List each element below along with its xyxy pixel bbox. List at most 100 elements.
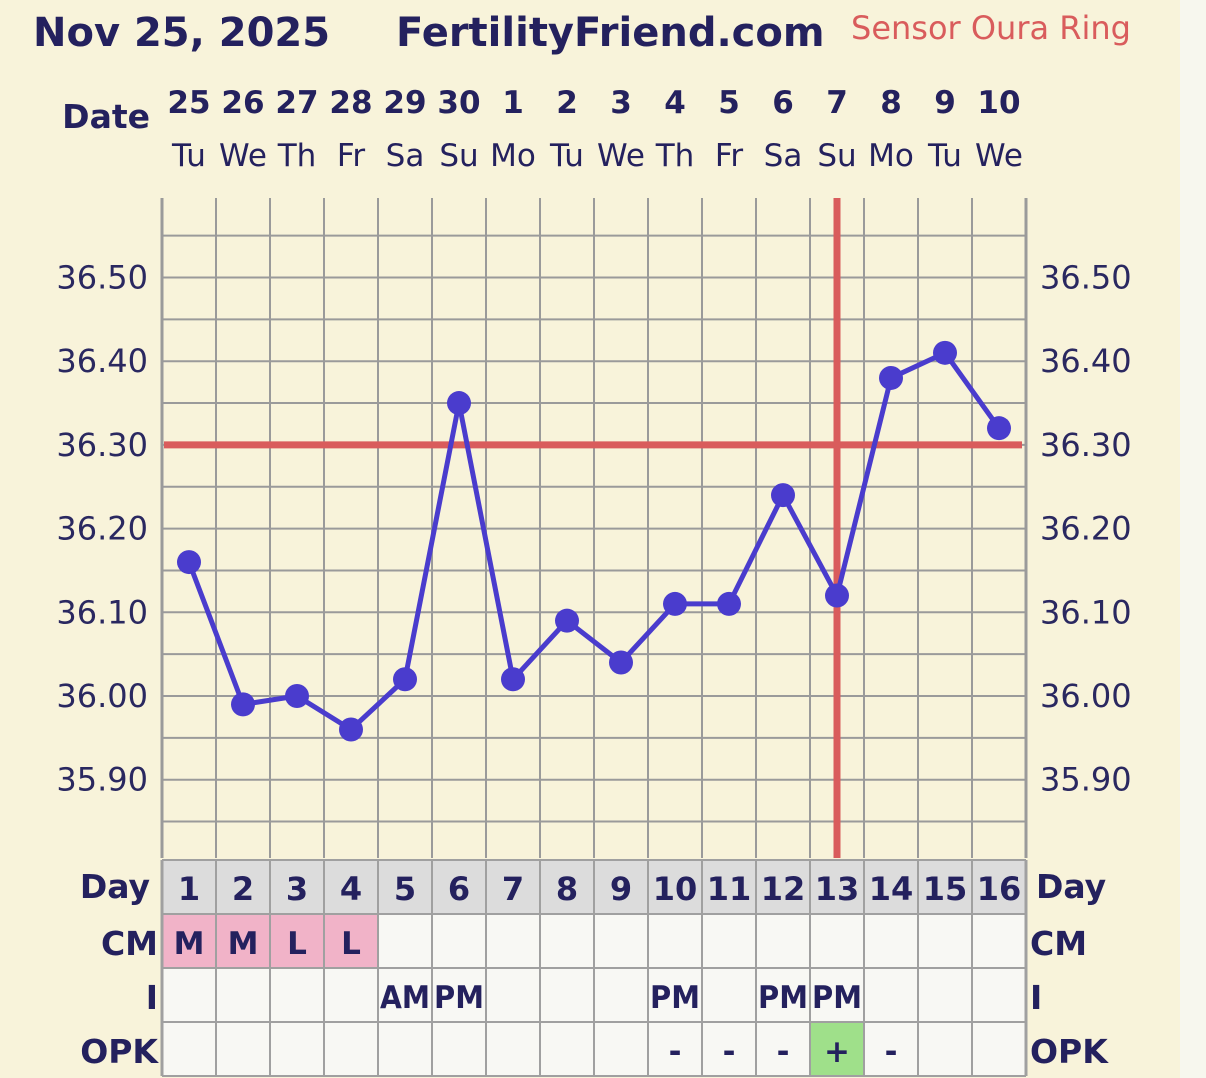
temperature-point [393, 667, 417, 692]
date-number: 29 [383, 85, 426, 121]
date-number: 2 [556, 85, 578, 121]
cm-value: M [228, 926, 259, 962]
date-number: 26 [221, 85, 264, 121]
cm-row-label-right: CM [1030, 924, 1087, 963]
intercourse-value: PM [650, 980, 700, 1016]
y-tick-label-right: 35.90 [1040, 761, 1132, 799]
date-number: 4 [664, 85, 686, 121]
cm-row-label-left: CM [101, 924, 158, 963]
temperature-point [447, 391, 471, 416]
y-tick-label-right: 36.50 [1040, 259, 1132, 297]
cycle-day-number: 9 [610, 870, 632, 908]
fertility-chart: Nov 25, 2025 FertilityFriend.com Sensor … [0, 0, 1180, 1078]
intercourse-value: PM [434, 980, 484, 1016]
cm-cell-fill [162, 914, 216, 968]
cycle-table [160, 859, 1028, 1077]
weekday-label: Tu [927, 138, 962, 174]
weekday-label: Fr [337, 138, 366, 174]
temperature-point [339, 717, 363, 742]
opk-positive-fill [810, 1022, 864, 1076]
intercourse-row-label-left: I [146, 978, 158, 1017]
day-row-label-right: Day [1036, 867, 1106, 906]
date-number: 30 [437, 85, 480, 121]
intercourse-value: PM [758, 980, 808, 1016]
opk-value: - [777, 1034, 790, 1070]
temperature-point [555, 608, 579, 633]
weekday-label: Sa [764, 138, 803, 174]
opk-row-label-right: OPK [1030, 1032, 1109, 1071]
cycle-day-number: 2 [232, 870, 254, 908]
y-tick-label-left: 36.20 [56, 510, 148, 548]
y-tick-label-right: 36.20 [1040, 510, 1132, 548]
chart-date: Nov 25, 2025 [33, 10, 330, 56]
cycle-day-number: 14 [869, 870, 914, 908]
temperature-point [663, 591, 687, 616]
temperature-point [987, 416, 1011, 441]
intercourse-value: PM [812, 980, 862, 1016]
date-number: 3 [610, 85, 632, 121]
intercourse-value: AM [380, 980, 430, 1016]
weekday-label: Tu [549, 138, 584, 174]
weekday-label: Mo [490, 138, 536, 174]
opk-row-label-left: OPK [80, 1032, 159, 1071]
weekday-label: Fr [715, 138, 744, 174]
day-row-label-left: Day [80, 867, 150, 906]
date-number: 10 [977, 85, 1020, 121]
date-number: 5 [718, 85, 740, 121]
temperature-point [825, 583, 849, 608]
temperature-point [231, 692, 255, 717]
date-number: 8 [880, 85, 902, 121]
temperature-line [186, 350, 1002, 732]
cycle-day-number: 16 [977, 870, 1022, 908]
opk-value: - [723, 1034, 736, 1070]
plot-grid [160, 198, 1028, 858]
cm-cell-fill [270, 914, 324, 968]
opk-value: - [669, 1034, 682, 1070]
cm-value: L [341, 926, 361, 962]
weekday-label: Th [277, 138, 317, 174]
temperature-point [285, 684, 309, 708]
y-tick-label-left: 36.30 [56, 426, 148, 464]
weekday-label: Su [439, 138, 478, 174]
y-tick-label-left: 36.40 [56, 342, 148, 380]
cycle-day-number: 8 [556, 870, 578, 908]
temperature-point [933, 340, 957, 365]
cycle-day-number: 6 [448, 870, 470, 908]
y-tick-label-right: 36.30 [1040, 426, 1132, 464]
site-name: FertilityFriend.com [396, 10, 825, 56]
sensor-label: Sensor Oura Ring [851, 9, 1131, 47]
cycle-day-number: 11 [707, 870, 752, 908]
cycle-day-number: 7 [502, 870, 524, 908]
cycle-day-number: 3 [286, 870, 308, 908]
y-tick-label-left: 36.10 [56, 593, 148, 631]
date-number: 1 [502, 85, 524, 121]
opk-value: + [824, 1034, 850, 1070]
date-row-label: Date [62, 97, 150, 136]
cycle-day-number: 15 [923, 870, 968, 908]
cm-cell-fill [324, 914, 378, 968]
cycle-day-number: 4 [340, 870, 362, 908]
weekday-label: Sa [386, 138, 425, 174]
y-tick-label-left: 36.50 [56, 259, 148, 297]
intercourse-row-label-right: I [1030, 978, 1042, 1017]
weekday-label: Su [817, 138, 856, 174]
date-number: 28 [329, 85, 372, 121]
temperature-point [177, 550, 201, 575]
cycle-day-number: 13 [815, 870, 860, 908]
temperature-point [609, 650, 633, 675]
date-number: 7 [826, 85, 848, 121]
date-number: 25 [167, 85, 210, 121]
cycle-day-number: 5 [394, 870, 416, 908]
weekday-label: Th [655, 138, 695, 174]
temperature-point [879, 365, 903, 390]
temperature-point [501, 667, 525, 692]
cm-value: M [174, 926, 205, 962]
opk-value: - [885, 1034, 898, 1070]
cm-cell-fill [216, 914, 270, 968]
date-number: 6 [772, 85, 794, 121]
cm-value: L [287, 926, 307, 962]
cycle-day-number: 10 [653, 870, 698, 908]
y-tick-label-right: 36.10 [1040, 593, 1132, 631]
cycle-day-number: 12 [761, 870, 806, 908]
weekday-label: Mo [868, 138, 914, 174]
